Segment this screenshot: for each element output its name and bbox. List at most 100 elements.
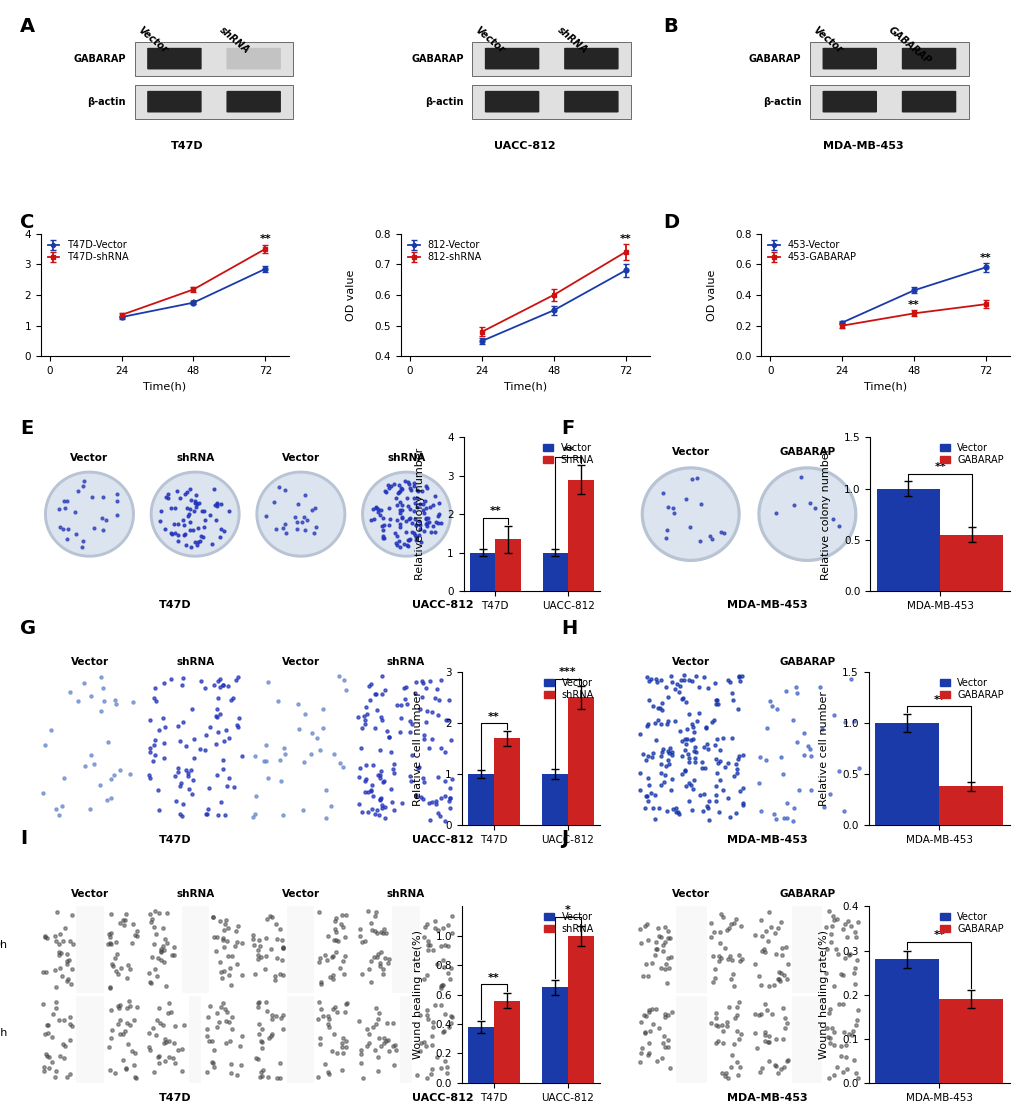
Point — [419, 480, 435, 497]
Point — [205, 928, 221, 946]
Point — [779, 970, 795, 988]
Point — [204, 535, 220, 552]
Point — [836, 915, 852, 933]
Point — [714, 729, 731, 747]
Point — [379, 476, 395, 494]
Point — [687, 753, 703, 770]
Bar — [76, 906, 104, 993]
Point — [208, 497, 224, 515]
Point — [84, 687, 100, 705]
Point — [836, 949, 852, 967]
Point — [723, 691, 740, 708]
Point — [415, 726, 431, 744]
Point — [217, 1000, 233, 1018]
Point — [372, 954, 388, 971]
Point — [428, 792, 444, 810]
Point — [389, 512, 406, 529]
Point — [824, 907, 841, 925]
Point — [385, 1038, 401, 1055]
Point — [228, 956, 245, 974]
Point — [119, 999, 136, 1017]
Point — [185, 749, 202, 767]
Point — [377, 483, 393, 501]
Point — [187, 534, 204, 551]
Point — [232, 1056, 249, 1074]
Point — [254, 1020, 270, 1038]
Point — [434, 977, 450, 995]
Point — [385, 801, 401, 819]
Point — [391, 482, 408, 499]
Point — [363, 675, 379, 693]
Point — [772, 748, 789, 766]
Point — [161, 1048, 177, 1065]
Point — [263, 1028, 279, 1045]
Point — [416, 970, 432, 988]
Point — [146, 936, 162, 954]
Point — [60, 520, 76, 538]
Point — [54, 967, 70, 985]
Point — [181, 481, 198, 498]
Point — [418, 678, 434, 696]
Point — [311, 953, 327, 970]
Point — [176, 516, 193, 534]
Point — [52, 518, 68, 536]
Point — [40, 1024, 56, 1042]
Point — [647, 670, 663, 687]
Point — [760, 1033, 776, 1051]
Point — [729, 998, 745, 1015]
Text: Vector: Vector — [281, 890, 319, 899]
Point — [100, 1038, 116, 1055]
Point — [657, 757, 674, 775]
Point — [435, 1023, 451, 1041]
Point — [725, 965, 741, 982]
Point — [206, 676, 222, 694]
Point — [844, 1027, 860, 1044]
Point — [846, 976, 862, 993]
Point — [648, 674, 664, 692]
Point — [432, 997, 448, 1014]
Point — [127, 1070, 144, 1087]
Point — [421, 739, 437, 757]
Point — [412, 1006, 428, 1023]
Point — [369, 1049, 385, 1066]
Legend: Vector, GABARAP: Vector, GABARAP — [937, 442, 1004, 466]
Point — [677, 761, 693, 779]
Point — [102, 906, 118, 924]
Point — [59, 946, 75, 964]
Point — [150, 781, 166, 799]
Point — [227, 923, 244, 940]
Point — [228, 1066, 245, 1084]
Point — [433, 789, 449, 807]
Point — [380, 516, 396, 534]
Polygon shape — [153, 474, 236, 554]
Point — [365, 1019, 381, 1036]
Point — [274, 939, 290, 957]
Point — [170, 1042, 186, 1060]
Point — [370, 945, 386, 962]
Point — [678, 777, 694, 794]
Point — [54, 932, 70, 949]
Point — [264, 1024, 280, 1042]
Point — [426, 913, 442, 930]
Point — [407, 494, 423, 512]
Point — [47, 1062, 63, 1080]
Point — [357, 932, 373, 949]
Point — [274, 1007, 290, 1024]
Point — [417, 493, 433, 511]
Point — [400, 532, 417, 549]
Point — [401, 480, 418, 497]
Point — [64, 906, 81, 924]
Point — [784, 711, 800, 728]
Point — [115, 1051, 131, 1069]
Point — [356, 772, 372, 790]
Point — [258, 736, 274, 754]
Point — [73, 538, 90, 556]
Point — [103, 770, 119, 788]
Point — [828, 945, 845, 962]
Point — [639, 747, 655, 765]
Point — [754, 1060, 770, 1077]
Point — [423, 703, 439, 720]
Point — [250, 994, 266, 1012]
Point — [209, 673, 225, 691]
Point — [358, 770, 374, 788]
